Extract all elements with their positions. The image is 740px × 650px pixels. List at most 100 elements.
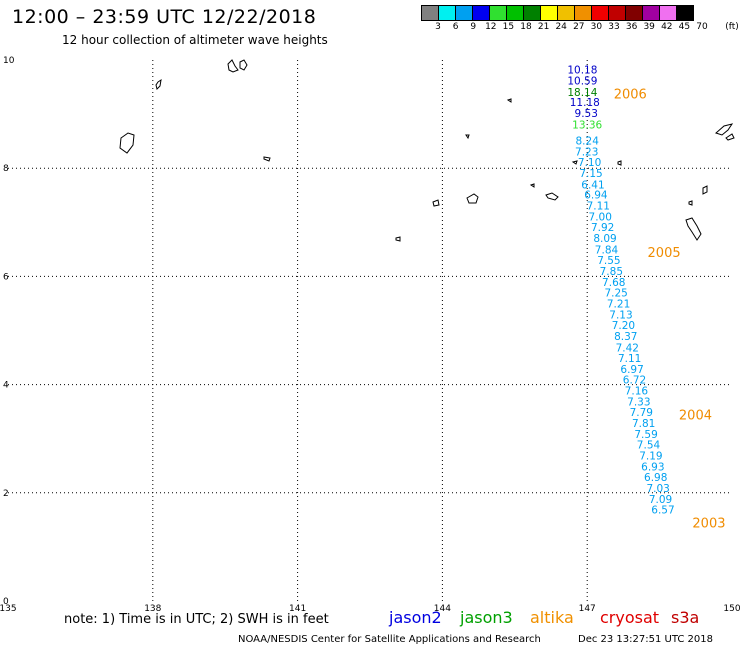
legend-label: 30: [590, 22, 603, 32]
wave-height-reading: 7.92: [591, 222, 614, 234]
credit-line: NOAA/NESDIS Center for Satellite Applica…: [238, 634, 541, 645]
island-outline: [119, 132, 135, 154]
year-label: 2006: [614, 88, 647, 103]
wave-height-reading: 7.11: [618, 353, 641, 365]
wave-height-reading: 7.59: [634, 429, 657, 441]
coastlines: [119, 59, 735, 242]
wave-height-reading: 7.23: [575, 146, 598, 158]
island-outline: [702, 185, 708, 195]
wave-height-readings: 10.1810.5918.1411.189.5313.368.247.237.1…: [567, 65, 674, 517]
legend-label: 39: [643, 22, 655, 32]
satellite-name: s3a: [671, 608, 700, 627]
island-outline: [685, 217, 702, 241]
wave-height-reading: 7.54: [637, 440, 661, 452]
lon-tick-label: 147: [579, 604, 596, 614]
generation-timestamp: Dec 23 13:27:51 UTC 2018: [578, 634, 713, 645]
wave-height-reading: 7.33: [627, 396, 650, 408]
wave-height-reading: 6.57: [651, 505, 674, 517]
legend-unit: (ft): [725, 22, 739, 32]
satellite-name: cryosat: [600, 608, 660, 627]
lat-tick-label: 10: [3, 56, 15, 66]
island-outline: [395, 236, 401, 242]
wave-height-reading: 6.41: [581, 179, 604, 191]
wave-height-reading: 7.85: [600, 266, 623, 278]
island-outline: [545, 192, 559, 201]
lon-tick-label: 138: [144, 604, 161, 614]
footnote: note: 1) Time is in UTC; 2) SWH is in fe…: [64, 612, 329, 627]
island-outline: [617, 160, 622, 166]
wave-height-reading: 7.10: [578, 157, 601, 169]
year-label: 2003: [692, 517, 725, 532]
lon-tick-label: 135: [0, 604, 17, 614]
wave-height-reading: 7.25: [604, 288, 627, 300]
island-outline: [571, 160, 578, 165]
color-legend: [421, 5, 694, 21]
legend-label: 42: [661, 22, 673, 32]
island-outline: [725, 133, 735, 141]
wave-height-reading: 8.09: [593, 233, 616, 245]
legend-label: 18: [520, 22, 532, 32]
island-outline: [466, 193, 479, 204]
island-outline: [715, 123, 734, 136]
wave-height-reading: 8.37: [614, 331, 637, 343]
wave-height-reading: 10.59: [567, 76, 597, 88]
legend-label: 27: [573, 22, 585, 32]
wave-height-reading: 6.93: [641, 461, 664, 473]
lat-tick-label: 6: [3, 272, 9, 282]
wave-height-reading: 7.13: [609, 309, 632, 321]
map-subtitle: 12 hour collection of altimeter wave hei…: [62, 33, 328, 47]
legend-label: 9: [470, 22, 477, 32]
axis-tick-labels: 135 138 141 144 147 150 0 2 4 6 8 10: [0, 56, 740, 614]
island-outline: [432, 199, 440, 207]
legend-label: 12: [485, 22, 497, 32]
wave-height-reading: 7.20: [612, 320, 635, 332]
island-outline: [239, 59, 248, 71]
wave-height-reading: 7.15: [579, 168, 602, 180]
legend-label: 6: [452, 22, 459, 32]
legend-label: 70: [696, 22, 708, 32]
island-outline: [688, 200, 693, 206]
color-legend-labels: 3 6 9 12 15 18 21 24 27 30 33 36 39 42 45 70 (ft): [430, 22, 740, 34]
year-label: 2005: [648, 246, 681, 261]
lat-lon-grid: [8, 60, 732, 601]
lon-tick-label: 150: [723, 604, 740, 614]
wave-height-reading: 7.03: [646, 483, 669, 495]
legend-label: 21: [537, 22, 550, 32]
wave-height-reading: 7.55: [597, 255, 620, 267]
wave-height-reading: 9.53: [575, 108, 598, 120]
wave-height-reading: 6.98: [644, 472, 667, 484]
legend-label: 24: [555, 22, 567, 32]
wave-height-reading: 13.36: [572, 119, 602, 131]
wave-height-reading: 8.24: [576, 136, 600, 148]
legend-swatch: [676, 5, 694, 21]
wave-height-reading: 7.81: [632, 418, 655, 430]
legend-label: 3: [435, 22, 441, 32]
lat-tick-label: 2: [3, 489, 9, 499]
legend-label: 15: [502, 22, 515, 32]
wave-height-reading: 7.21: [607, 298, 630, 310]
year-label: 2004: [679, 408, 712, 423]
wave-height-reading: 7.84: [595, 244, 619, 256]
island-outline: [263, 156, 271, 162]
wave-height-reading: 6.97: [620, 364, 643, 376]
island-outline: [529, 183, 535, 188]
legend-label: 45: [678, 22, 691, 32]
wave-height-reading: 7.00: [589, 211, 612, 223]
wave-height-reading: 7.68: [602, 277, 625, 289]
satellite-name: altika: [530, 608, 574, 627]
lat-tick-label: 4: [3, 381, 9, 391]
lon-tick-label: 141: [289, 604, 306, 614]
wave-height-reading: 6.72: [623, 375, 646, 387]
legend-label: 33: [608, 22, 620, 32]
wave-height-reading: 7.19: [639, 450, 662, 462]
satellite-name: jason2: [389, 608, 442, 627]
wave-height-reading: 11.18: [570, 97, 600, 109]
map-title: 12:00 – 23:59 UTC 12/22/2018: [12, 6, 317, 28]
wave-height-reading: 6.94: [584, 190, 608, 202]
wave-height-reading: 7.79: [630, 407, 653, 419]
lat-tick-label: 8: [3, 164, 9, 174]
wave-height-reading: 7.11: [587, 201, 610, 213]
wave-height-reading: 7.16: [625, 386, 649, 398]
island-outline: [465, 134, 470, 140]
